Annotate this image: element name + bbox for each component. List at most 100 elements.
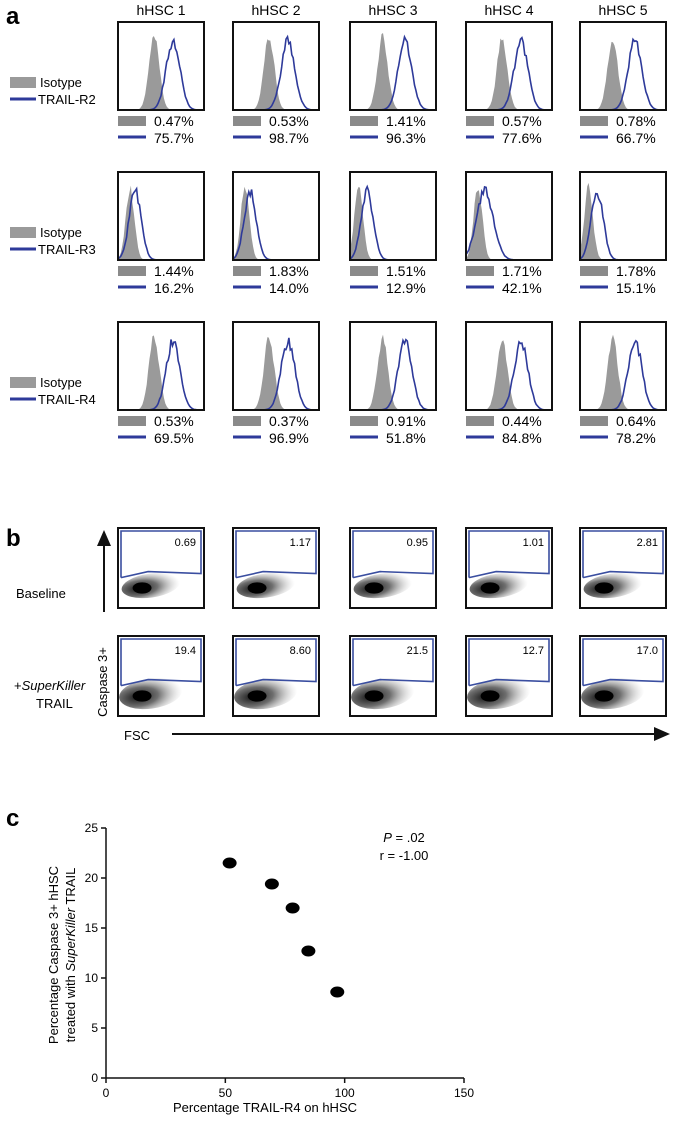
legend-isotype-label: Isotype [40,375,82,390]
isotype-percent-swatch [118,116,146,126]
caspase-gate [235,638,317,687]
gate-percent-value: 8.60 [290,645,311,657]
row-label-treated-suffix: TRAIL [36,696,73,711]
flow-plot-treated-hhsc-1: 19.4 [117,635,205,717]
caspase-gate [235,530,317,579]
trail-histogram [350,34,436,111]
isotype-histogram [233,186,319,260]
histogram-trail-r3-hhsc-3 [349,171,437,261]
panel-b-letter: b [6,525,21,552]
isotype-percent-swatch [350,266,378,276]
trail-percent-value: 96.9% [269,430,309,446]
cell-density-core [364,582,384,594]
legend-receptor-label: TRAIL-R4 [38,392,96,407]
data-point-1 [222,857,237,869]
caspase-gate [120,638,202,687]
isotype-histogram [466,38,552,110]
trail-percent-value: 96.3% [386,130,426,146]
histogram-frame [579,21,667,111]
histogram-frame [579,321,667,411]
panel-c-scatter: 0 5 10 15 20 25 0 50 100 150 Percentage TRAIL-R4 o… [46,821,474,1115]
isotype-histogram [466,190,552,260]
caspase-gate [582,638,664,687]
trail-percent-value: 42.1% [502,280,542,296]
x-axis-label: Percentage TRAIL-R4 on hHSC [173,1100,357,1115]
histogram-trail-r2-hhsc-4 [465,21,553,111]
isotype-percent-value: 0.37% [269,413,309,429]
flow-plot-treated-hhsc-2: 8.60 [232,635,320,717]
isotype-percent-swatch [580,416,608,426]
fsc-axis-arrowhead [654,727,670,741]
isotype-percent-swatch [466,266,494,276]
isotype-percent-value: 0.57% [502,113,542,129]
flow-plot-treated-hhsc-5: 17.0 [579,635,667,717]
caspase-gate [352,638,434,687]
gate-percent-value: 0.69 [175,537,196,549]
histogram-trail-r4-hhsc-4 [465,321,553,411]
isotype-percent-value: 0.53% [269,113,309,129]
trail-percent-value: 66.7% [616,130,656,146]
caspase-axis-arrowhead [97,530,111,546]
cell-density-core [132,690,152,702]
histogram-frame [579,171,667,261]
histogram-trail-r4-hhsc-3 [349,321,437,411]
histogram-frame [465,321,553,411]
legend-isotype-label: Isotype [40,225,82,240]
histogram-trail-r3-hhsc-5 [579,171,667,261]
flow-plot-baseline-hhsc-2: 1.17 [232,527,320,609]
panel-a-histograms: hHSC 1 hHSC 2 hHSC 3 hHSC 4 hHSC 5 Isotype TRA… [10,2,667,446]
data-point-2 [264,878,279,890]
histogram-frame [349,321,437,411]
gate-percent-value: 17.0 [637,645,658,657]
histogram-trail-r2-hhsc-3 [349,21,437,111]
stat-p-value: P = .02 [383,830,425,845]
cell-density-core [132,582,152,594]
isotype-histogram [350,186,436,260]
cell-density-blob [353,573,412,599]
legend-receptor-label: TRAIL-R2 [38,92,96,107]
trail-histogram [580,339,666,411]
cell-density-core [364,690,384,702]
gate-percent-value: 1.01 [523,537,544,549]
isotype-percent-value: 0.47% [154,113,194,129]
isotype-histogram [118,36,204,110]
column-header-hhsc-4: hHSC 4 [484,2,533,18]
trail-percent-value: 78.2% [616,430,656,446]
trail-percent-value: 12.9% [386,280,426,296]
isotype-histogram [580,334,666,410]
trail-percent-value: 84.8% [502,430,542,446]
flow-plot-baseline-hhsc-1: 0.69 [117,527,205,609]
histogram-frame [349,21,437,111]
histogram-trail-r2-hhsc-2 [232,21,320,111]
x-tick-label: 50 [219,1086,233,1100]
trail-percent-value: 98.7% [269,130,309,146]
histogram-frame [232,321,320,411]
flow-plot-frame [117,635,205,717]
cell-density-core [247,690,267,702]
x-tick-label: 100 [335,1086,355,1100]
isotype-percent-swatch [233,266,261,276]
stat-p-letter: P [383,830,392,845]
caspase-gate [582,530,664,579]
column-header-hhsc-3: hHSC 3 [368,2,417,18]
cell-density-core [247,582,267,594]
legend-isotype-swatch [10,77,36,88]
isotype-percent-swatch [350,416,378,426]
gate-percent-value: 12.7 [523,645,544,657]
column-header-hhsc-1: hHSC 1 [136,2,185,18]
histogram-frame [465,171,553,261]
cell-density-blob [581,678,645,710]
isotype-percent-swatch [580,116,608,126]
cell-density-blob [234,678,298,710]
isotype-percent-value: 1.51% [386,263,426,279]
y-label-suffix: TRAIL [63,868,78,908]
fsc-axis-label: FSC [124,728,150,743]
row-label-treated: +SuperKiller [14,678,86,693]
y-tick-label: 10 [85,971,99,985]
flow-plot-treated-hhsc-3: 21.5 [349,635,437,717]
isotype-percent-swatch [118,266,146,276]
caspase-gate [468,530,550,579]
trail-percent-value: 75.7% [154,130,194,146]
panel-b-flow-plots: Caspase 3+ FSC Baseline +SuperKiller TRAIL 0.… [14,527,670,743]
histogram-frame [117,321,205,411]
